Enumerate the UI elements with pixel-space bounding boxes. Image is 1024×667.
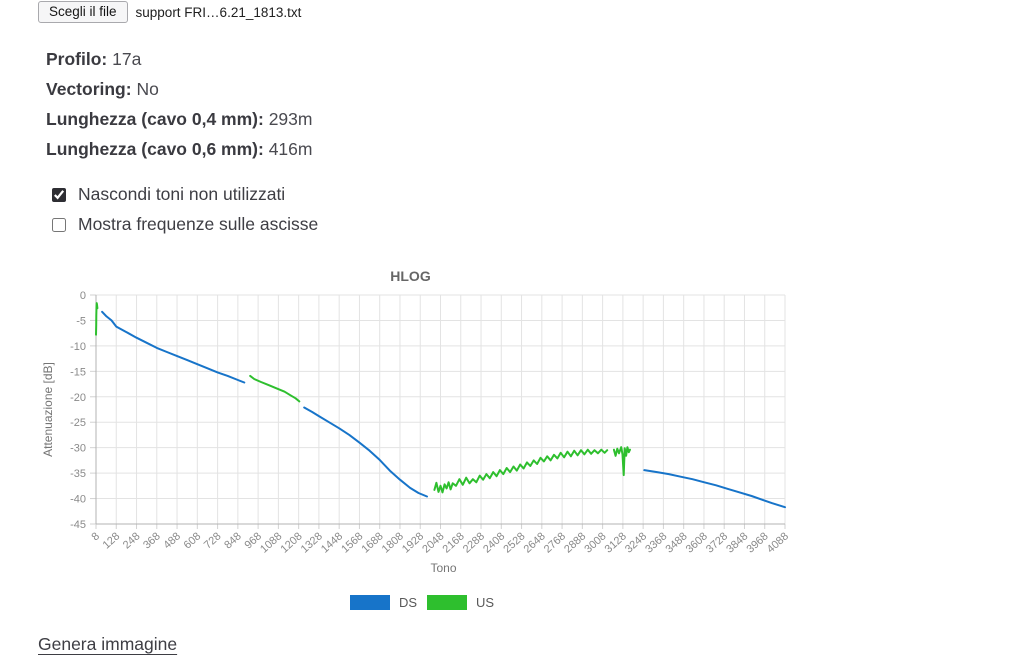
x-tick-label: 2048 [420,530,446,555]
x-tick-label: 8 [89,530,102,543]
x-tick-label: 3368 [643,530,669,555]
x-tick-label: 2288 [461,530,487,555]
x-tick-label: 4088 [765,530,791,555]
x-tick-label: 2168 [441,530,467,555]
x-tick-label: 728 [202,530,224,551]
series-line-us [612,446,631,477]
x-tick-label: 3008 [582,530,608,555]
x-tick-label: 3248 [623,530,649,555]
x-tick-label: 248 [121,530,143,551]
x-tick-label: 3968 [745,530,771,555]
x-tick-label: 2888 [562,530,588,555]
legend-swatch-ds[interactable] [350,595,390,610]
info-row-vectoring: Vectoring: No [46,74,312,104]
y-tick-label: -30 [70,443,86,455]
x-tick-label: 848 [222,530,244,551]
info-row-lunghezza-04: Lunghezza (cavo 0,4 mm): 293m [46,104,312,134]
x-tick-label: 2648 [522,530,548,555]
y-axis-title: Attenuazione [dB] [41,362,55,457]
y-tick-label: -40 [70,494,86,506]
info-label: Lunghezza (cavo 0,6 mm) [46,139,258,159]
info-row-profilo: Profilo: 17a [46,44,312,74]
y-tick-label: -5 [76,315,86,327]
x-tick-label: 1448 [319,530,345,555]
legend-label-ds[interactable]: DS [399,595,417,610]
checkbox-row-show-frequencies[interactable]: Mostra frequenze sulle ascisse [52,214,318,235]
series-line-ds [101,310,246,384]
y-tick-label: -15 [70,366,86,378]
info-value: No [136,79,159,99]
y-tick-label: -35 [70,468,86,480]
x-tick-label: 3728 [704,530,730,555]
info-value: 416m [268,139,313,159]
checkbox-label: Mostra frequenze sulle ascisse [78,214,319,234]
hide-unused-tones-checkbox[interactable] [52,187,66,202]
series-line-us [249,374,301,403]
x-tick-label: 3128 [603,530,629,555]
x-axis-title: Tono [430,561,456,575]
x-tick-label: 2528 [501,530,527,555]
x-tick-label: 3848 [724,530,750,555]
file-input[interactable]: Scegli il file support FRI…6.21_1813.txt [38,1,301,23]
x-tick-label: 1808 [380,530,406,555]
x-tick-label: 3608 [684,530,710,555]
choose-file-button[interactable]: Scegli il file [38,1,128,23]
series-line-us [95,302,99,336]
info-value: 17a [112,49,142,69]
hlog-chart-container: 8 128 248 368 488 608 728 848 968 1088 1208 1328 144… [30,263,820,628]
x-tick-label: 368 [141,530,163,551]
x-tick-label: 1688 [359,530,385,555]
file-name-text: support FRI…6.21_1813.txt [135,4,302,20]
hlog-chart: 8128248368488608728848968108812081328144… [41,268,791,610]
x-tick-label: 608 [182,530,204,551]
x-tick-label: 1328 [299,530,325,555]
show-frequencies-checkbox[interactable] [52,217,66,232]
info-row-lunghezza-06: Lunghezza (cavo 0,6 mm): 416m [46,134,312,164]
colon: : [101,49,113,69]
series-line-us [433,448,609,494]
x-tick-label: 1928 [400,530,426,555]
x-tick-label: 2768 [542,530,568,555]
x-tick-label: 1208 [278,530,304,555]
x-tick-label: 488 [161,530,183,551]
x-tick-label: 1568 [339,530,365,555]
info-value: 293m [268,109,313,129]
y-tick-label: -10 [70,341,86,353]
line-info-block: Profilo: 17a Vectoring: No Lunghezza (ca… [46,44,312,164]
generate-image-link[interactable]: Genera immagine [38,634,178,654]
series-line-ds [303,406,428,498]
colon: : [258,109,269,129]
info-label: Lunghezza (cavo 0,4 mm) [46,109,258,129]
x-tick-label: 3488 [663,530,689,555]
colon: : [258,139,269,159]
series-line-ds [643,469,786,509]
colon: : [125,79,137,99]
info-label: Profilo [46,49,102,69]
checkbox-label: Nascondi toni non utilizzati [78,184,286,204]
info-label: Vectoring [46,79,126,99]
legend-swatch-us[interactable] [427,595,467,610]
y-tick-label: -45 [70,519,86,531]
x-tick-label: 1088 [258,530,284,555]
chart-title: HLOG [390,268,431,284]
x-tick-label: 2408 [481,530,507,555]
checkbox-row-hide-unused-tones[interactable]: Nascondi toni non utilizzati [52,184,285,205]
y-tick-label: -25 [70,417,86,429]
legend-label-us[interactable]: US [476,595,494,610]
y-tick-label: 0 [80,290,86,302]
y-tick-label: -20 [70,392,86,404]
x-tick-label: 128 [101,530,123,551]
